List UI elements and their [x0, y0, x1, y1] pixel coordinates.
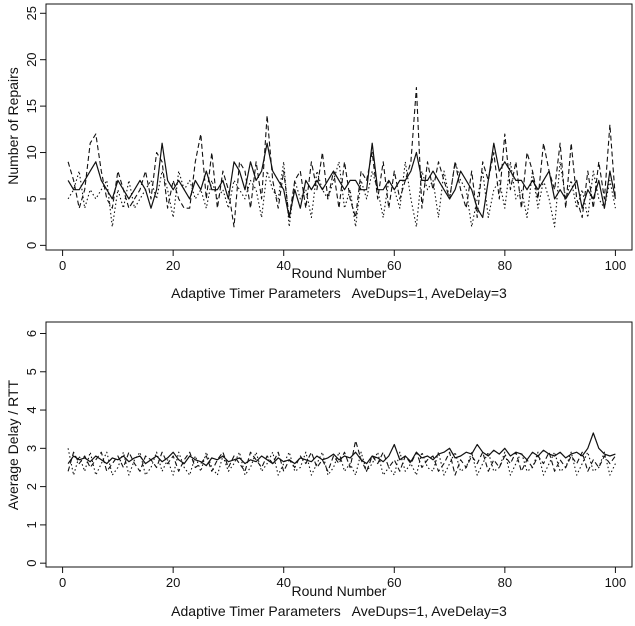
delay-x-tick-label: 60 [387, 575, 401, 590]
repairs-series-dashed-line [67, 86, 616, 228]
delay-y-axis-title: Average Delay / RTT [5, 379, 21, 510]
repairs-plot-area: 0 20 40 60 80 100 0 5 10 15 20 25 [24, 3, 633, 273]
repairs-x-tick-label: 20 [166, 258, 180, 273]
repairs-x-tick-label: 60 [387, 258, 401, 273]
repairs-plot-frame [45, 3, 633, 251]
repairs-y-tick-label: 15 [24, 99, 39, 113]
delay-caption: Adaptive Timer Parameters AveDups=1, Ave… [171, 603, 507, 619]
delay-y-tick-label: 0 [24, 560, 39, 567]
delay-y-tick-label: 3 [24, 445, 39, 452]
delay-x-tick-label: 40 [276, 575, 290, 590]
repairs-y-tick-label: 10 [24, 145, 39, 159]
repairs-series-dotted-line [67, 161, 616, 228]
delay-y-tick-label: 4 [24, 406, 39, 413]
delay-x-tick-label: 80 [498, 575, 512, 590]
repairs-caption: Adaptive Timer Parameters AveDups=1, Ave… [171, 285, 507, 301]
repairs-y-tick-label: 25 [24, 6, 39, 20]
repairs-y-tick-label: 20 [24, 52, 39, 66]
repairs-x-tick-label: 100 [605, 258, 627, 273]
delay-x-axis-title: Round Number [292, 583, 387, 599]
delay-plot-area: 0 20 40 60 80 100 0 1 2 3 4 5 6 [24, 321, 633, 590]
repairs-y-tick-label: 0 [24, 242, 39, 249]
delay-chart-panel: 0 20 40 60 80 100 0 1 2 3 4 5 6 Round Number Adaptiv… [5, 321, 633, 619]
delay-series-dotted-line [67, 448, 616, 476]
delay-y-tick-label: 1 [24, 521, 39, 528]
repairs-x-tick-label: 0 [59, 258, 66, 273]
repairs-y-axis-title: Number of Repairs [5, 67, 21, 185]
repairs-x-tick-label: 40 [276, 258, 290, 273]
delay-plot-frame [45, 321, 633, 568]
delay-x-tick-label: 0 [59, 575, 66, 590]
delay-y-tick-label: 6 [24, 330, 39, 337]
repairs-y-tick-label: 5 [24, 195, 39, 202]
delay-x-tick-label: 100 [605, 575, 627, 590]
repairs-chart-panel: 0 20 40 60 80 100 0 5 10 15 20 25 Round Number Adap… [5, 3, 633, 301]
repairs-x-axis-title: Round Number [292, 265, 387, 281]
delay-x-tick-label: 20 [166, 575, 180, 590]
delay-y-tick-label: 5 [24, 368, 39, 375]
delay-y-tick-label: 2 [24, 483, 39, 490]
repairs-x-tick-label: 80 [498, 258, 512, 273]
delay-series-dashed-line [67, 440, 616, 476]
repairs-series-solid-line [67, 142, 616, 219]
